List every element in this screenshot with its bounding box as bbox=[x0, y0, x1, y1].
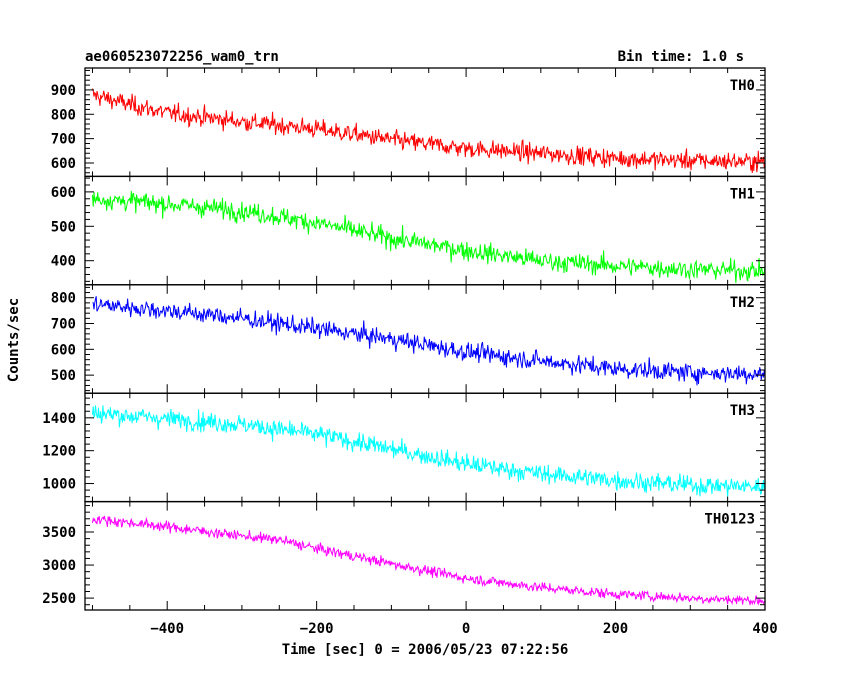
panels: 600 700 800 900 TH0 400 500 600 TH1 500 600 700 800 T… bbox=[42, 67, 766, 611]
y-tick-label: 600 bbox=[51, 185, 76, 201]
series-th0123 bbox=[91, 515, 765, 606]
x-tick-label: −400 bbox=[150, 621, 184, 637]
series-th1 bbox=[91, 190, 765, 284]
y-tick-label: 3500 bbox=[42, 525, 76, 541]
panel-label: TH1 bbox=[730, 186, 755, 202]
y-tick-label: 700 bbox=[51, 317, 76, 333]
series-th2 bbox=[92, 296, 765, 386]
y-tick-label: 1000 bbox=[42, 477, 76, 493]
panel-label: TH0 bbox=[730, 78, 755, 94]
bin-time-label: Bin time: 1.0 s bbox=[618, 49, 744, 65]
y-tick-label: 3000 bbox=[42, 558, 76, 574]
y-axis-label: Counts/sec bbox=[6, 298, 22, 382]
y-tick-label: 1400 bbox=[42, 411, 76, 427]
y-tick-label: 1200 bbox=[42, 444, 76, 460]
y-tick-label: 800 bbox=[51, 291, 76, 307]
y-tick-label: 500 bbox=[51, 219, 76, 235]
series-th0 bbox=[92, 88, 765, 174]
chart-title: ae060523072256_wam0_trn bbox=[85, 49, 279, 65]
y-tick-label: 500 bbox=[51, 368, 76, 384]
y-tick-label: 700 bbox=[51, 132, 76, 148]
x-tick-labels: −400 −200 0 200 400 bbox=[150, 621, 777, 637]
panel-frame bbox=[84, 175, 766, 286]
x-tick-label: 0 bbox=[462, 621, 470, 637]
x-tick-label: 400 bbox=[752, 621, 777, 637]
y-tick-label: 2500 bbox=[42, 591, 76, 607]
panel-label: TH2 bbox=[730, 295, 755, 311]
y-tick-label: 800 bbox=[51, 107, 76, 123]
panel-th0: 600 700 800 900 TH0 bbox=[51, 67, 766, 178]
y-tick-label: 600 bbox=[51, 342, 76, 358]
panel-label: TH3 bbox=[730, 403, 755, 419]
series-th3 bbox=[91, 405, 765, 497]
panel-th3: 1000 1200 1400 TH3 bbox=[42, 392, 766, 503]
panel-th2: 500 600 700 800 TH2 bbox=[51, 284, 766, 394]
panel-th0123: 2500 3000 3500 TH0123 bbox=[42, 500, 766, 611]
y-tick-label: 600 bbox=[51, 156, 76, 172]
y-tick-label: 400 bbox=[51, 254, 76, 270]
panel-label: TH0123 bbox=[704, 512, 755, 528]
panel-th1: 400 500 600 TH1 bbox=[51, 175, 766, 286]
x-tick-label: 200 bbox=[603, 621, 628, 637]
x-axis-label: Time [sec] 0 = 2006/05/23 07:22:56 bbox=[282, 642, 569, 658]
y-tick-label: 900 bbox=[51, 83, 76, 99]
x-tick-label: −200 bbox=[300, 621, 334, 637]
panel-frame bbox=[84, 500, 766, 611]
